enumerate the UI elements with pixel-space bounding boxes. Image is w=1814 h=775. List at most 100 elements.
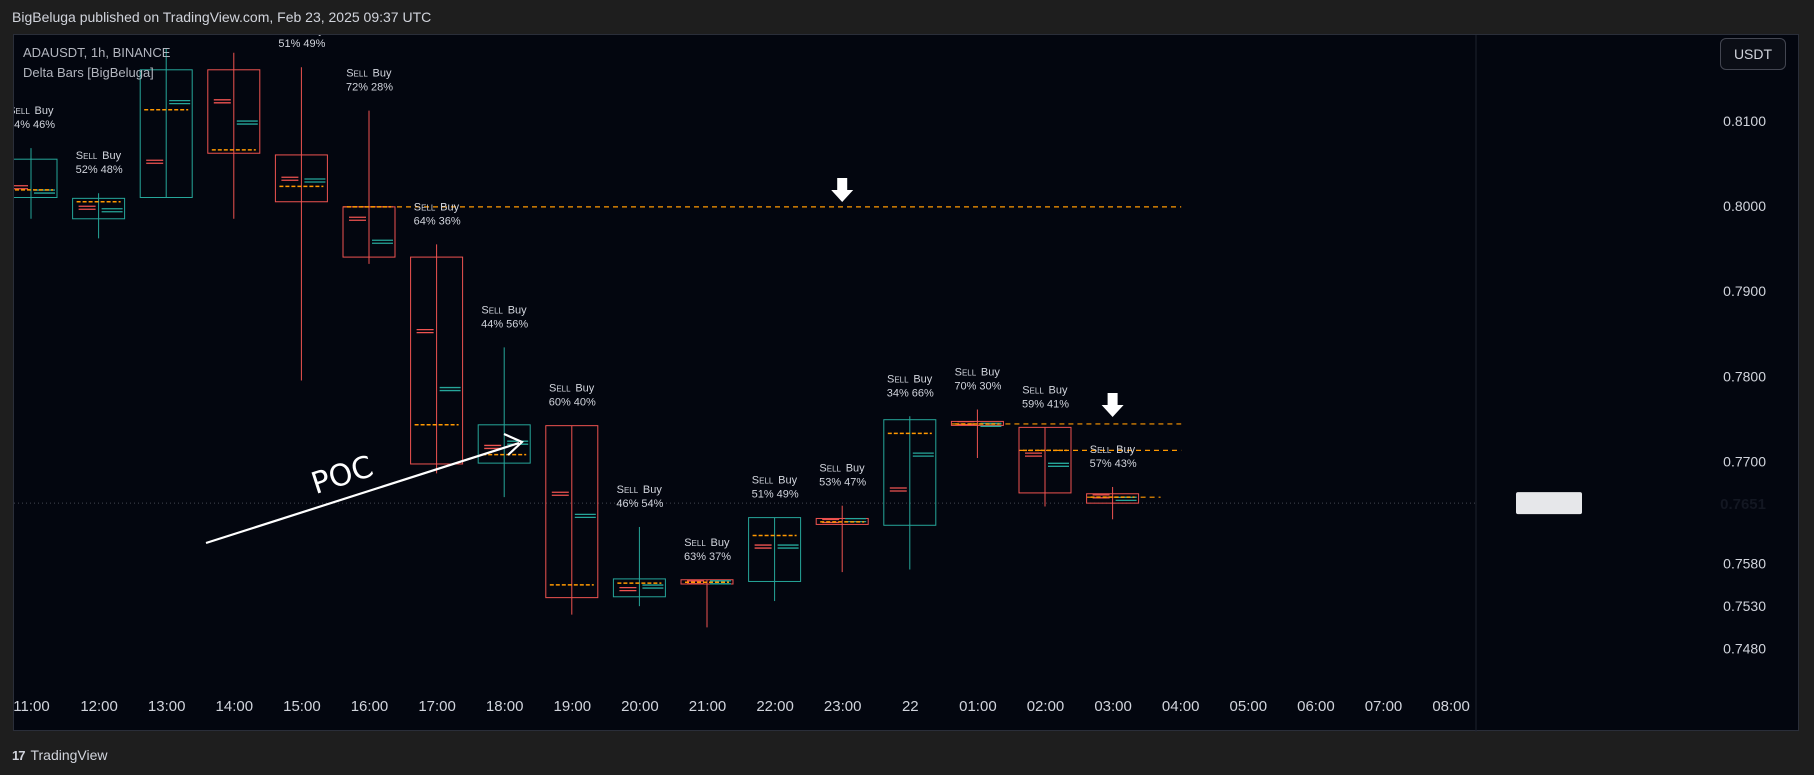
sell-percent: 64% xyxy=(414,215,436,227)
sell-percent: 34% xyxy=(887,387,909,399)
sell-label: Sell xyxy=(76,150,98,162)
buy-label: Buy xyxy=(575,383,594,395)
buy-percent: 28% xyxy=(371,82,393,94)
buy-percent: 49% xyxy=(303,38,325,50)
candle-body xyxy=(1018,426,1072,494)
x-tick-label: 05:00 xyxy=(1230,698,1268,715)
sell-label: Sell xyxy=(14,105,30,117)
tradingview-logo-icon: 17 xyxy=(12,747,26,763)
x-tick-label: 07:00 xyxy=(1365,698,1403,715)
x-tick-label: 08:00 xyxy=(1432,698,1470,715)
buy-label: Buy xyxy=(102,150,121,162)
x-tick-label: 17:00 xyxy=(418,698,456,715)
x-tick-label: 01:00 xyxy=(959,698,997,715)
sell-percent: 46% xyxy=(616,498,638,510)
sell-percent: 44% xyxy=(481,318,503,330)
published-text: BigBeluga published on TradingView.com, … xyxy=(12,9,432,25)
arrow-right-icon xyxy=(205,441,520,545)
current-price-label: 0.7651 xyxy=(1720,496,1766,513)
sell-label: Sell xyxy=(481,304,503,316)
sell-label: Sell xyxy=(684,537,706,549)
published-header: BigBeluga published on TradingView.com, … xyxy=(0,0,1814,34)
buy-percent: 66% xyxy=(912,387,934,399)
candle-body xyxy=(883,419,937,526)
sell-percent: 51% xyxy=(278,38,300,50)
footer: 17 TradingView xyxy=(12,745,108,765)
sell-percent: 57% xyxy=(1090,458,1112,470)
sell-percent: 54% xyxy=(14,119,30,131)
poc-annotation-label: POC xyxy=(307,449,377,502)
x-tick-label: 21:00 xyxy=(689,698,727,715)
x-tick-label: 14:00 xyxy=(216,698,254,715)
buy-label: Buy xyxy=(711,537,730,549)
candle-body xyxy=(477,424,531,464)
candle-body xyxy=(748,517,802,582)
sell-label: Sell xyxy=(752,475,774,487)
buy-label: Buy xyxy=(1116,444,1135,456)
y-tick-label: 0.7700 xyxy=(1723,453,1766,469)
buy-percent: 47% xyxy=(844,477,866,489)
sell-label: Sell xyxy=(414,201,436,213)
candle-body xyxy=(274,154,328,203)
buy-percent: 40% xyxy=(574,397,596,409)
x-tick-label: 22:00 xyxy=(756,698,794,715)
x-tick-label: 19:00 xyxy=(554,698,592,715)
sell-percent: 72% xyxy=(346,82,368,94)
y-tick-label: 0.7530 xyxy=(1723,598,1766,614)
x-tick-label: 18:00 xyxy=(486,698,524,715)
candle-body xyxy=(545,425,599,599)
candle-body xyxy=(14,158,58,198)
sell-percent: 53% xyxy=(819,477,841,489)
candle-body xyxy=(139,69,193,199)
indicator-line[interactable]: Delta Bars [BigBeluga] xyxy=(23,65,154,80)
x-tick-label: 16:00 xyxy=(351,698,389,715)
chart-panel[interactable]: 0.8100 0.8000 0.7900 0.7800 0.7700 0.7580 0.75… xyxy=(13,34,1800,732)
y-tick-label: 0.7480 xyxy=(1723,641,1766,657)
sell-label: Sell xyxy=(617,484,639,496)
x-tick-label: 02:00 xyxy=(1027,698,1065,715)
sell-percent: 59% xyxy=(1022,398,1044,410)
buy-label: Buy xyxy=(846,463,865,475)
sell-label: Sell xyxy=(346,68,368,80)
sell-percent: 63% xyxy=(684,551,706,563)
sell-label: Sell xyxy=(955,366,977,378)
footer-brand[interactable]: TradingView xyxy=(30,747,108,763)
y-tick-label: 0.8100 xyxy=(1723,113,1766,129)
x-tick-label: 22 xyxy=(902,698,919,715)
sell-label: Sell xyxy=(887,373,909,385)
sell-percent: 51% xyxy=(752,489,774,501)
x-tick-label: 06:00 xyxy=(1297,698,1335,715)
sell-percent: 60% xyxy=(549,397,571,409)
buy-percent: 48% xyxy=(101,164,123,176)
delta-bars-chart[interactable]: 0.8100 0.8000 0.7900 0.7800 0.7700 0.7580 0.75… xyxy=(14,35,1800,732)
buy-label: Buy xyxy=(373,68,392,80)
y-tick-label: 0.7900 xyxy=(1723,283,1766,299)
x-tick-label: 04:00 xyxy=(1162,698,1200,715)
sell-percent: 52% xyxy=(76,164,98,176)
candle-body xyxy=(680,579,734,585)
x-tick-label: 20:00 xyxy=(621,698,659,715)
buy-label: Buy xyxy=(1049,384,1068,396)
sell-label: Sell xyxy=(1090,444,1112,456)
buy-percent: 37% xyxy=(709,551,731,563)
candle-body xyxy=(950,420,1004,426)
symbol-line[interactable]: ADAUSDT, 1h, BINANCE xyxy=(23,45,171,60)
buy-percent: 30% xyxy=(979,380,1001,392)
currency-button[interactable]: USDT xyxy=(1720,38,1786,70)
arrow-down-icon xyxy=(831,178,854,202)
arrow-down-icon xyxy=(1101,393,1124,417)
buy-percent: 56% xyxy=(506,318,528,330)
buy-percent: 43% xyxy=(1115,458,1137,470)
current-price-badge xyxy=(1516,492,1582,515)
x-tick-label: 23:00 xyxy=(824,698,862,715)
candle-body xyxy=(410,256,464,465)
x-tick-label: 15:00 xyxy=(283,698,321,715)
buy-label: Buy xyxy=(305,35,324,36)
buy-percent: 41% xyxy=(1047,398,1069,410)
sell-percent: 61% xyxy=(211,35,233,36)
candle-body xyxy=(1086,493,1140,504)
y-tick-label: 0.8000 xyxy=(1723,198,1766,214)
buy-percent: 54% xyxy=(641,498,663,510)
y-tick-label: 0.7580 xyxy=(1723,556,1766,572)
y-tick-label: 0.7800 xyxy=(1723,368,1766,384)
